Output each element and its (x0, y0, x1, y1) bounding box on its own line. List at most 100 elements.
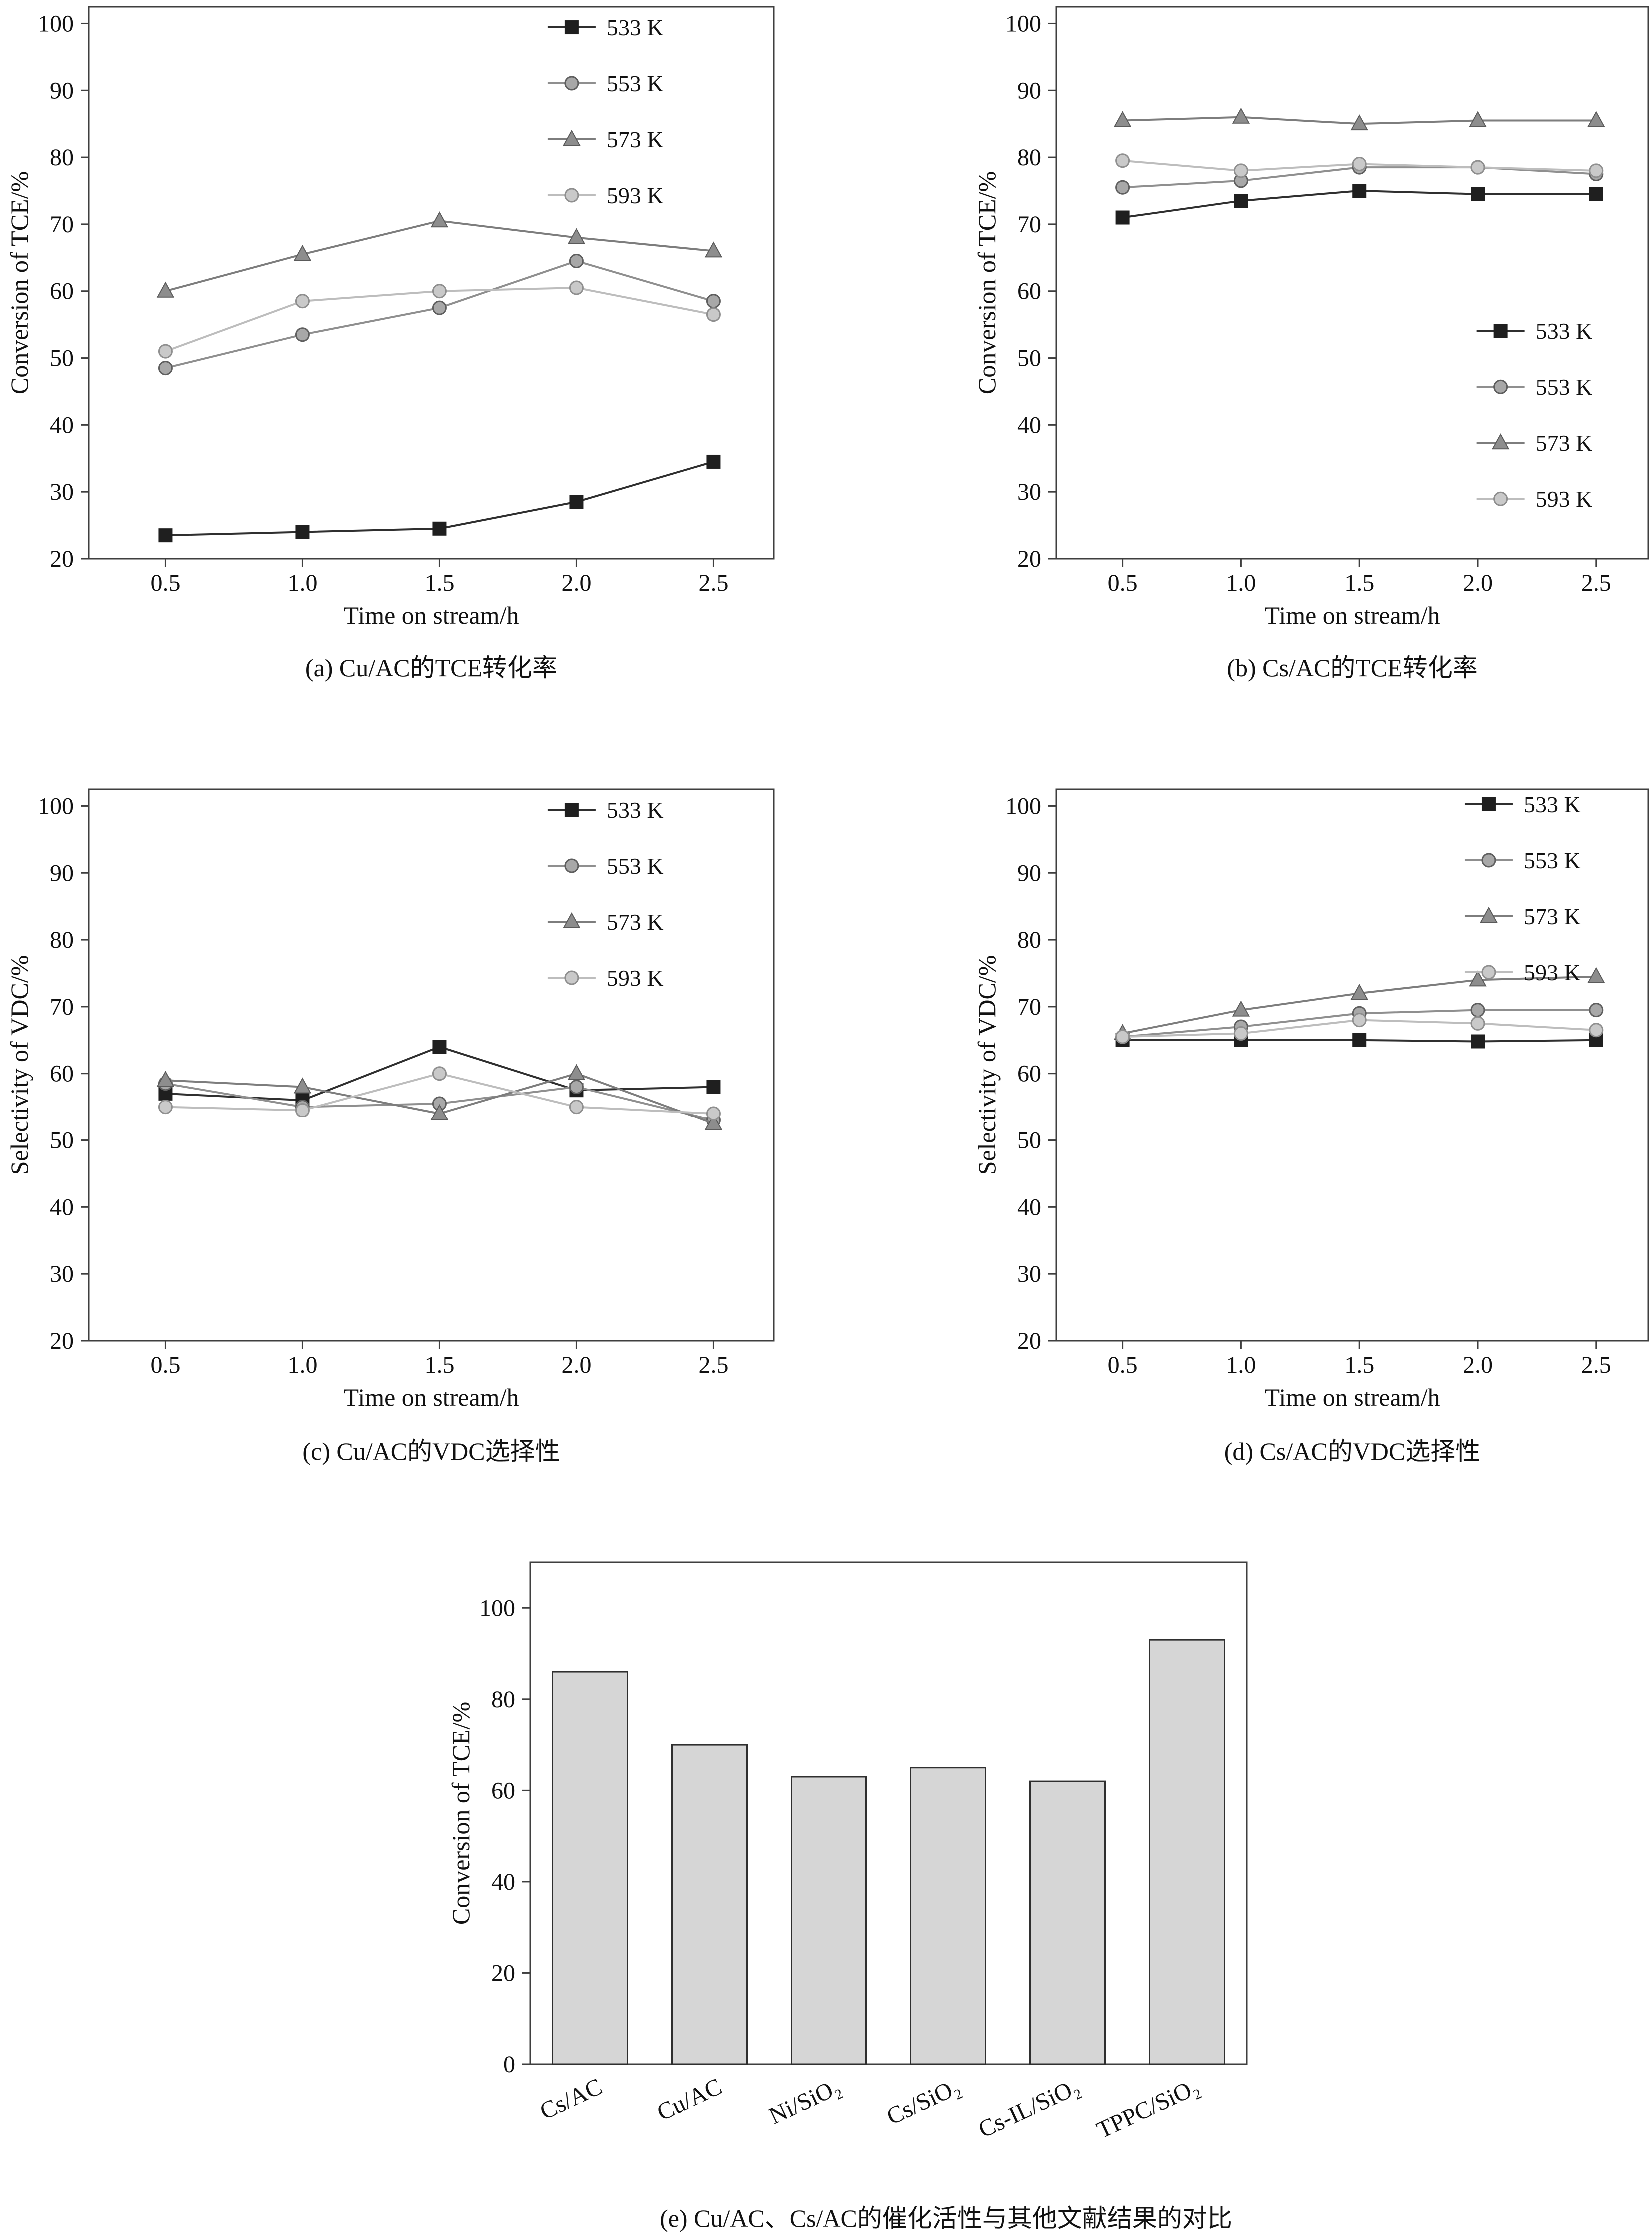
chart-b-cs-ac-tce-conversion-line-plot: 20 30 40 50 60 70 80 90 100 0.5 1.0 1.5 2.0 2.5 Time o… (973, 6, 1649, 629)
svg-text:553 K: 553 K (1524, 848, 1581, 873)
svg-text:80: 80 (1017, 927, 1041, 953)
svg-text:40: 40 (1017, 412, 1041, 438)
svg-text:50: 50 (1017, 345, 1041, 372)
svg-text:40: 40 (50, 1194, 74, 1220)
svg-text:2.5: 2.5 (698, 570, 728, 596)
caption-e: (e) Cu/AC、Cs/AC的催化活性与其他文献结果的对比 (660, 2204, 1232, 2232)
svg-text:1.5: 1.5 (424, 1352, 454, 1378)
svg-text:80: 80 (50, 144, 74, 171)
svg-text:40: 40 (50, 412, 74, 438)
svg-text:100: 100 (1005, 793, 1041, 819)
svg-text:90: 90 (1017, 77, 1041, 104)
svg-text:90: 90 (50, 860, 74, 886)
svg-text:1.0: 1.0 (1226, 570, 1256, 596)
svg-text:533 K: 533 K (1536, 318, 1593, 344)
svg-text:533 K: 533 K (607, 15, 664, 40)
svg-text:2.0: 2.0 (1463, 570, 1493, 596)
svg-text:30: 30 (50, 479, 74, 505)
caption-b: (b) Cs/AC的TCE转化率 (1227, 654, 1478, 682)
svg-text:593 K: 593 K (1524, 960, 1581, 985)
svg-text:Conversion of TCE/%: Conversion of TCE/% (447, 1702, 475, 1925)
svg-text:70: 70 (1017, 211, 1041, 238)
svg-text:70: 70 (1017, 994, 1041, 1020)
svg-text:Selectivity of VDC/%: Selectivity of VDC/% (5, 955, 33, 1175)
chart-e-catalyst-comparison-bar-plot: 0 20 40 60 80 100 Cs/AC Cu/AC Ni/SiO₂ Cs/SiO₂ Cs-I… (447, 1561, 1248, 2144)
svg-text:0.5: 0.5 (150, 1352, 180, 1378)
svg-text:100: 100 (38, 10, 74, 37)
svg-text:2.0: 2.0 (1463, 1352, 1493, 1378)
svg-text:Conversion of TCE/%: Conversion of TCE/% (973, 171, 1001, 394)
svg-text:Time on stream/h: Time on stream/h (1265, 601, 1440, 629)
svg-text:553 K: 553 K (1536, 374, 1593, 400)
svg-text:60: 60 (50, 1061, 74, 1087)
svg-text:100: 100 (479, 1595, 515, 1621)
svg-text:Cu/AC: Cu/AC (653, 2073, 726, 2126)
svg-text:TPPC/SiO₂: TPPC/SiO₂ (1093, 2073, 1203, 2144)
svg-text:20: 20 (50, 546, 74, 572)
svg-text:30: 30 (1017, 1261, 1041, 1287)
svg-text:553 K: 553 K (607, 853, 664, 879)
svg-text:30: 30 (50, 1261, 74, 1287)
svg-text:60: 60 (50, 278, 74, 305)
svg-text:70: 70 (50, 211, 74, 238)
svg-text:Cs/AC: Cs/AC (536, 2073, 606, 2125)
svg-text:573 K: 573 K (607, 127, 664, 152)
svg-text:90: 90 (50, 77, 74, 104)
svg-text:1.0: 1.0 (287, 1352, 317, 1378)
svg-text:553 K: 553 K (607, 71, 664, 96)
svg-text:Cs/SiO₂: Cs/SiO₂ (883, 2073, 964, 2130)
svg-text:60: 60 (1017, 1061, 1041, 1087)
svg-text:Time on stream/h: Time on stream/h (344, 1383, 519, 1411)
svg-text:40: 40 (1017, 1194, 1041, 1220)
svg-text:Time on stream/h: Time on stream/h (1265, 1383, 1440, 1411)
svg-text:50: 50 (1017, 1127, 1041, 1154)
svg-text:533 K: 533 K (607, 797, 664, 823)
svg-text:2.5: 2.5 (1581, 1352, 1611, 1378)
svg-text:Ni/SiO₂: Ni/SiO₂ (765, 2073, 845, 2130)
svg-text:50: 50 (50, 1127, 74, 1154)
svg-text:2.5: 2.5 (698, 1352, 728, 1378)
svg-text:80: 80 (1017, 144, 1041, 171)
svg-text:100: 100 (38, 793, 74, 819)
caption-a: (a) Cu/AC的TCE转化率 (305, 654, 558, 682)
svg-text:0.5: 0.5 (1108, 570, 1138, 596)
svg-text:20: 20 (1017, 1328, 1041, 1354)
svg-text:2.0: 2.0 (561, 1352, 591, 1378)
svg-text:0.5: 0.5 (150, 570, 180, 596)
svg-text:60: 60 (1017, 278, 1041, 305)
svg-text:573 K: 573 K (1524, 904, 1581, 929)
svg-text:573 K: 573 K (1536, 430, 1593, 456)
svg-text:20: 20 (491, 1960, 515, 1986)
svg-text:Cs-IL/SiO₂: Cs-IL/SiO₂ (974, 2073, 1084, 2143)
svg-text:573 K: 573 K (607, 909, 664, 935)
svg-text:80: 80 (50, 927, 74, 953)
svg-text:70: 70 (50, 994, 74, 1020)
chart-a-cu-ac-tce-conversion-line-plot: 20 30 40 50 60 70 80 90 100 0.5 1.0 1.5 2.0 2.5 Time o… (5, 6, 775, 629)
svg-text:50: 50 (50, 345, 74, 372)
svg-text:533 K: 533 K (1524, 792, 1581, 817)
svg-text:0: 0 (503, 2051, 515, 2078)
svg-text:20: 20 (50, 1328, 74, 1354)
svg-text:Conversion of TCE/%: Conversion of TCE/% (5, 171, 33, 394)
svg-text:0.5: 0.5 (1108, 1352, 1138, 1378)
caption-d: (d) Cs/AC的VDC选择性 (1224, 1437, 1481, 1465)
svg-text:Time on stream/h: Time on stream/h (344, 601, 519, 629)
svg-text:30: 30 (1017, 479, 1041, 505)
svg-text:60: 60 (491, 1777, 515, 1804)
svg-text:2.5: 2.5 (1581, 570, 1611, 596)
caption-c: (c) Cu/AC的VDC选择性 (302, 1437, 560, 1465)
svg-text:593 K: 593 K (607, 183, 664, 208)
svg-text:1.0: 1.0 (1226, 1352, 1256, 1378)
chart-c-cu-ac-vdc-selectivity-line-plot: 20 30 40 50 60 70 80 90 100 0.5 1.0 1.5 2.0 2.5 Time o… (5, 788, 775, 1411)
svg-text:1.5: 1.5 (1344, 570, 1374, 596)
svg-text:1.0: 1.0 (287, 570, 317, 596)
svg-text:Selectivity of VDC/%: Selectivity of VDC/% (973, 955, 1001, 1175)
svg-text:100: 100 (1005, 10, 1041, 37)
svg-text:80: 80 (491, 1686, 515, 1713)
svg-text:593 K: 593 K (1536, 486, 1593, 512)
chart-d-cs-ac-vdc-selectivity-line-plot: 20 30 40 50 60 70 80 90 100 0.5 1.0 1.5 2.0 2.5 Time o… (973, 788, 1649, 1411)
svg-text:1.5: 1.5 (1344, 1352, 1374, 1378)
svg-text:1.5: 1.5 (424, 570, 454, 596)
svg-text:2.0: 2.0 (561, 570, 591, 596)
